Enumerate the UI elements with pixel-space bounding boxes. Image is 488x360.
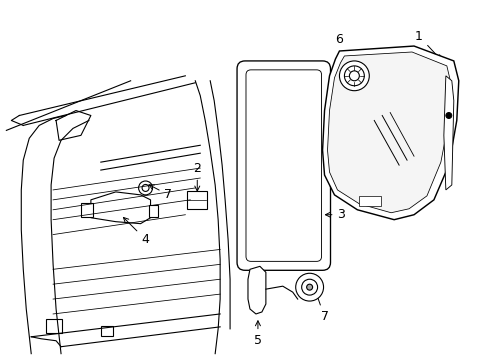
Circle shape [295,273,323,301]
Circle shape [301,279,317,295]
Circle shape [138,181,152,195]
Circle shape [349,71,359,81]
Circle shape [339,61,368,91]
Circle shape [445,113,451,118]
FancyBboxPatch shape [187,191,207,209]
Text: 2: 2 [193,162,201,191]
Bar [359,196,381,206]
Bar [46,319,62,333]
Text: 7: 7 [309,278,328,323]
FancyBboxPatch shape [237,61,330,270]
Polygon shape [247,266,265,314]
Text: 4: 4 [123,217,149,246]
Text: 6: 6 [335,33,351,58]
Text: 5: 5 [253,321,262,347]
Circle shape [142,184,149,192]
Circle shape [306,284,312,290]
Polygon shape [322,46,458,220]
Polygon shape [443,76,453,190]
Bar [148,205,158,217]
FancyBboxPatch shape [245,70,321,261]
Bar [101,326,113,336]
Circle shape [344,66,364,86]
Text: 7: 7 [149,185,172,201]
Text: 1: 1 [414,30,440,60]
Polygon shape [327,52,450,213]
Text: 3: 3 [325,208,345,221]
Bar [81,203,93,217]
Polygon shape [91,192,150,224]
